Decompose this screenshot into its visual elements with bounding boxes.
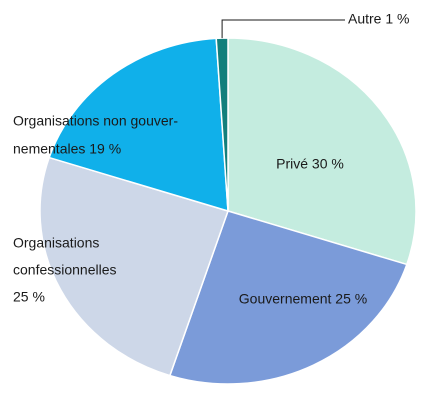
pie-slice — [215, 37, 229, 212]
slice-label: 25 % — [13, 289, 45, 305]
leader-line — [221, 19, 345, 39]
slice-label: Autre 1 % — [348, 11, 409, 27]
slice-label: confessionnelles — [13, 262, 117, 278]
slice-label: nementales 19 % — [13, 141, 121, 157]
slice-label: Gouvernement 25 % — [239, 291, 367, 307]
pie-slice — [227, 37, 417, 266]
pie-slice — [48, 37, 229, 213]
slice-label: Organisations non gouver- — [13, 113, 178, 129]
pie-slice — [39, 156, 229, 377]
slice-label: Organisations — [13, 235, 99, 251]
pie-slice — [168, 210, 408, 385]
slice-label: Privé 30 % — [276, 156, 344, 172]
